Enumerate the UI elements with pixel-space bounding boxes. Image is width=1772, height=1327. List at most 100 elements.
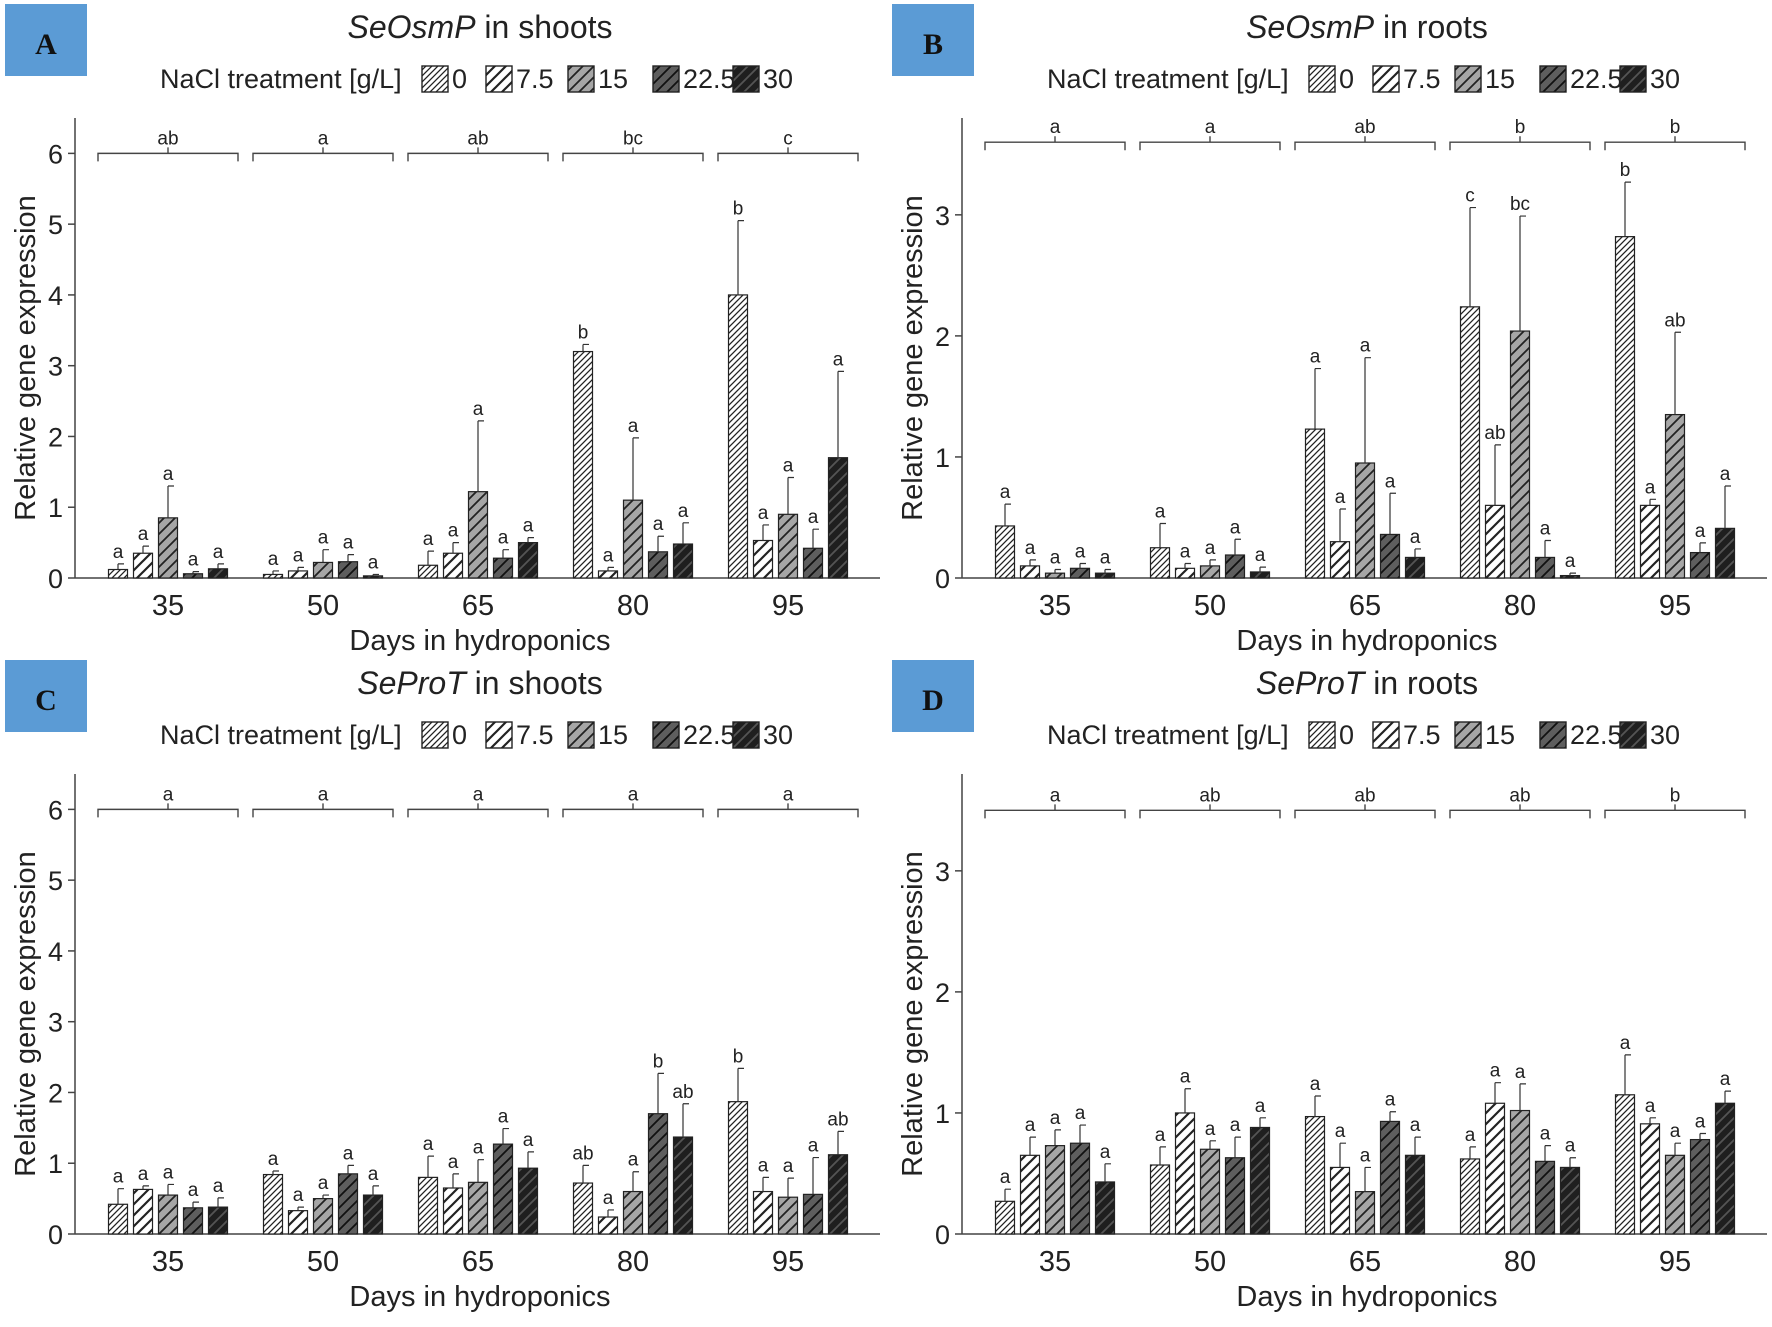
y-tick-label: 2 bbox=[48, 1078, 63, 1108]
significance-letter: a bbox=[523, 1130, 534, 1151]
bar bbox=[1459, 306, 1481, 579]
bar bbox=[752, 539, 774, 579]
error-bar bbox=[217, 1197, 224, 1208]
group-letter: b bbox=[1515, 117, 1526, 138]
y-tick-label: 1 bbox=[935, 443, 950, 473]
significance-letter: a bbox=[1360, 336, 1371, 357]
error-bar bbox=[1389, 492, 1396, 535]
significance-letter: b bbox=[653, 1051, 664, 1072]
legend-swatch bbox=[1619, 721, 1647, 749]
error-bar bbox=[1104, 568, 1111, 574]
bar bbox=[1404, 1154, 1426, 1235]
significance-letter: a bbox=[1310, 1074, 1321, 1095]
error-bar bbox=[347, 1164, 354, 1174]
bar bbox=[1639, 504, 1661, 579]
significance-letter: a bbox=[498, 1107, 509, 1128]
significance-letter: a bbox=[758, 503, 769, 524]
error-bar bbox=[1029, 559, 1036, 566]
chart-title-gene: SeOsmP bbox=[1246, 9, 1375, 45]
legend-swatch bbox=[421, 65, 449, 93]
error-bar bbox=[1519, 1083, 1526, 1111]
bar bbox=[1199, 565, 1221, 579]
error-bar bbox=[812, 1156, 819, 1195]
bar bbox=[1404, 556, 1426, 579]
legend-swatch bbox=[652, 721, 680, 749]
bar bbox=[802, 1193, 824, 1235]
bar bbox=[492, 1143, 514, 1235]
y-tick-label: 3 bbox=[48, 1008, 63, 1038]
legend-swatch bbox=[1539, 721, 1567, 749]
x-tick-label: 95 bbox=[1659, 1246, 1691, 1278]
chart-title-gene: SeProT bbox=[357, 665, 468, 701]
error-bar bbox=[1569, 572, 1576, 576]
significance-letter: a bbox=[113, 542, 124, 563]
error-bar bbox=[1364, 357, 1371, 463]
legend-title: NaCl treatment [g/L] bbox=[160, 720, 402, 750]
significance-letter: a bbox=[368, 552, 379, 573]
error-bar bbox=[632, 1171, 639, 1192]
legend-label: 15 bbox=[598, 720, 628, 750]
bar bbox=[777, 1196, 799, 1235]
significance-letter: a bbox=[1180, 1067, 1191, 1088]
error-bar bbox=[812, 528, 819, 549]
significance-letter: a bbox=[1255, 545, 1266, 566]
error-bar bbox=[607, 566, 614, 571]
legend: NaCl treatment [g/L] 0 7.5 15 22.5 30 bbox=[1047, 720, 1680, 750]
bar bbox=[1354, 1191, 1376, 1235]
bar bbox=[442, 552, 464, 579]
chart-panel-c: C SeProT in shoots NaCl treatment [g/L] 0 7.… bbox=[5, 660, 880, 1313]
error-bar bbox=[142, 545, 149, 554]
legend-label: 22.5 bbox=[1570, 64, 1623, 94]
error-bar bbox=[477, 420, 484, 492]
significance-letter: c bbox=[1465, 186, 1475, 207]
group-bracket bbox=[252, 147, 394, 162]
bar bbox=[802, 547, 824, 579]
bar bbox=[262, 1173, 284, 1235]
error-bar bbox=[632, 437, 639, 501]
group-bracket bbox=[1449, 804, 1591, 819]
panel-label: D bbox=[922, 684, 944, 717]
error-bar bbox=[1544, 1145, 1551, 1162]
significance-letter: a bbox=[628, 416, 639, 437]
significance-letter: a bbox=[1360, 1145, 1371, 1166]
bar bbox=[597, 570, 619, 579]
error-bar bbox=[1209, 559, 1216, 566]
significance-letter: a bbox=[318, 528, 329, 549]
error-bar bbox=[1234, 538, 1241, 555]
significance-letter: a bbox=[318, 1173, 329, 1194]
legend-swatch bbox=[652, 65, 680, 93]
error-bar bbox=[1209, 1140, 1216, 1150]
error-bar bbox=[477, 1159, 484, 1183]
error-bar bbox=[1569, 1157, 1576, 1168]
legend-label: 30 bbox=[763, 64, 793, 94]
bar bbox=[417, 1176, 439, 1235]
significance-letter: a bbox=[163, 1162, 174, 1183]
bar bbox=[442, 1187, 464, 1235]
bar bbox=[1509, 1109, 1531, 1235]
x-tick-label: 95 bbox=[772, 590, 804, 622]
legend: NaCl treatment [g/L] 0 7.5 15 22.5 30 bbox=[1047, 64, 1680, 94]
error-bar bbox=[1649, 498, 1656, 506]
x-tick-label: 80 bbox=[1504, 590, 1536, 622]
bar bbox=[1379, 533, 1401, 579]
x-tick-label: 35 bbox=[152, 1246, 184, 1278]
error-bar bbox=[272, 570, 279, 575]
bar bbox=[287, 570, 309, 579]
bar bbox=[467, 491, 489, 579]
legend: NaCl treatment [g/L] 0 7.5 15 22.5 30 bbox=[160, 64, 793, 94]
group-letter: bc bbox=[623, 128, 643, 149]
error-bar bbox=[1004, 1188, 1011, 1202]
panel-label-box bbox=[892, 660, 974, 732]
group-letter: a bbox=[318, 128, 329, 149]
bar bbox=[1304, 1115, 1326, 1235]
significance-letter: a bbox=[498, 528, 509, 549]
bar bbox=[417, 564, 439, 579]
x-tick-label: 50 bbox=[307, 1246, 339, 1278]
significance-letter: a bbox=[603, 1188, 614, 1209]
bar bbox=[1639, 1123, 1661, 1235]
group-bracket bbox=[407, 147, 549, 162]
bar bbox=[312, 561, 334, 579]
error-bar bbox=[217, 563, 224, 569]
legend-title: NaCl treatment [g/L] bbox=[1047, 64, 1289, 94]
bar bbox=[1149, 547, 1171, 579]
